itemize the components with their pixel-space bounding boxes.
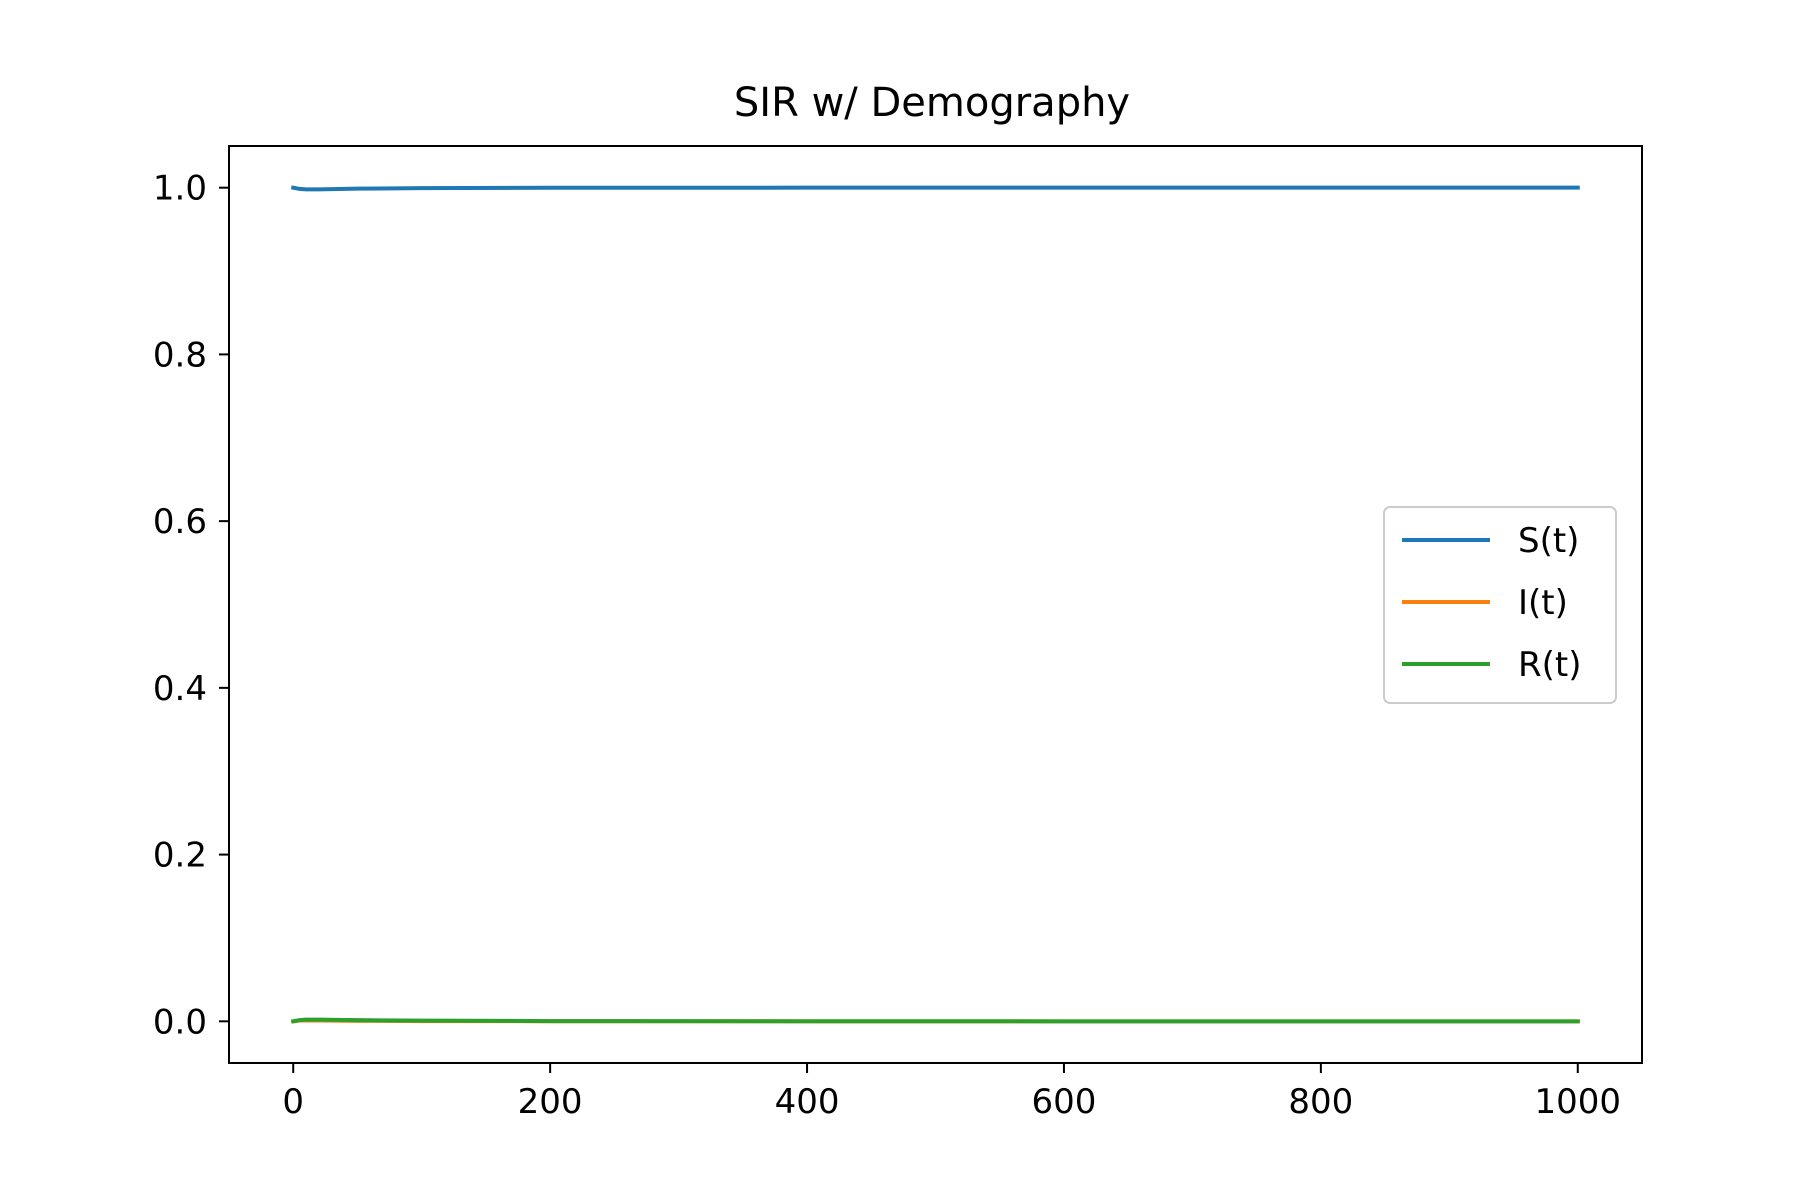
- legend-label: I(t): [1518, 583, 1568, 623]
- x-tick-label: 0: [282, 1082, 304, 1122]
- x-tick-label: 800: [1288, 1082, 1353, 1122]
- series-line-rt: [290, 1017, 1580, 1024]
- x-tick-label: 200: [518, 1082, 583, 1122]
- x-axis: 0 200 400 600 800 1000: [282, 1063, 1621, 1122]
- y-tick-label: 0.6: [153, 502, 207, 542]
- y-tick-label: 0.2: [153, 836, 207, 876]
- series-layer: [290, 185, 1580, 1024]
- x-tick-label: 400: [775, 1082, 840, 1122]
- x-tick-label: 1000: [1535, 1082, 1622, 1122]
- legend-box: [1383, 506, 1617, 704]
- y-tick-label: 0.8: [153, 335, 207, 375]
- legend-label: S(t): [1518, 521, 1579, 561]
- y-tick-label: 0.0: [153, 1002, 207, 1042]
- series-line-st: [290, 185, 1580, 192]
- chart-title: SIR w/ Demography: [734, 80, 1130, 126]
- x-tick-label: 600: [1032, 1082, 1097, 1122]
- y-tick-label: 1.0: [153, 169, 207, 209]
- plot-frame: [228, 145, 1643, 1064]
- y-tick-label: 0.4: [153, 669, 207, 709]
- legend-label: R(t): [1518, 645, 1581, 685]
- legend: S(t) I(t) R(t): [1383, 506, 1617, 704]
- y-axis: 0.0 0.2 0.4 0.6 0.8 1.0: [153, 169, 229, 1042]
